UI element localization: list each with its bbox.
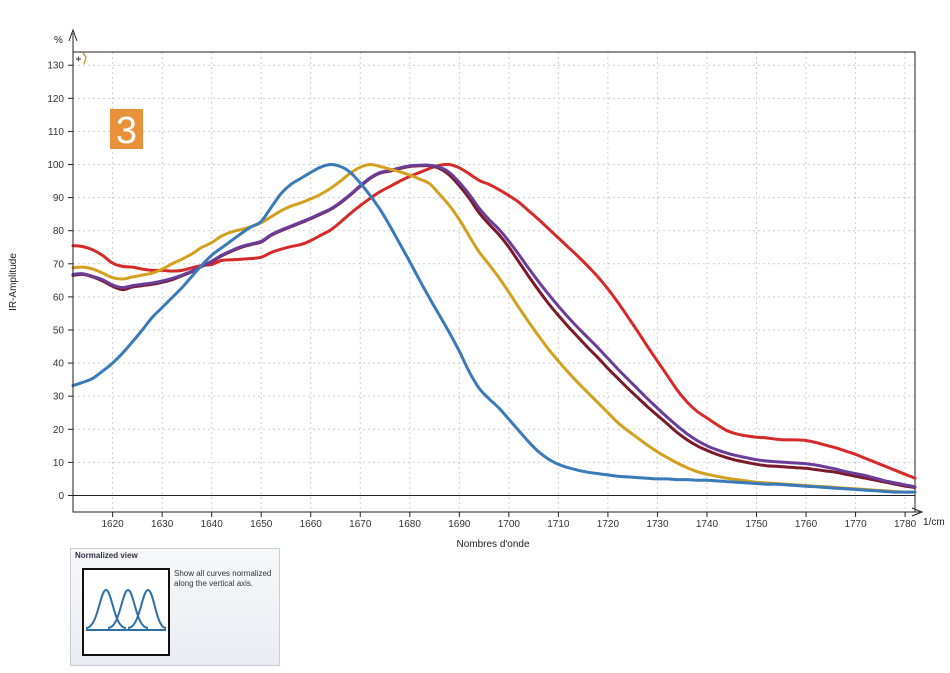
x-tick-label: 1650 xyxy=(250,519,273,530)
grid xyxy=(73,52,915,512)
series-line-5 xyxy=(71,162,917,494)
x-axis-arrow xyxy=(911,507,924,517)
y-tick-label: 110 xyxy=(48,127,64,138)
x-tick-label: 1640 xyxy=(201,519,224,530)
y-tick-label: 0 xyxy=(58,491,64,502)
y-tick-label: 20 xyxy=(53,425,65,436)
annotation-badge xyxy=(110,109,143,149)
normalized-view-thumbnail[interactable] xyxy=(82,568,170,656)
y-tick-label: 130 xyxy=(47,61,64,72)
y-tick-label: 30 xyxy=(53,392,65,403)
x-axis-title: Nombres d'onde xyxy=(456,539,530,550)
normalized-curves-icon xyxy=(85,588,167,631)
x-tick-label: 1750 xyxy=(745,519,768,530)
y-tick-label: 10 xyxy=(53,458,65,469)
y-axis-title: IR-Amplitude xyxy=(8,253,19,311)
series-line-4 xyxy=(71,163,917,494)
y-tick-label: 120 xyxy=(47,94,64,105)
y-tick-label: 100 xyxy=(47,160,64,171)
series-line-1 xyxy=(71,162,917,480)
series-line-3 xyxy=(71,163,917,489)
x-tick-label: 1720 xyxy=(597,519,620,530)
cursor-tool-icon[interactable] xyxy=(74,51,90,67)
panel-description: Show all curves normalized along the ver… xyxy=(174,569,279,589)
x-tick-label: 1660 xyxy=(300,519,323,530)
x-tick-label: 1740 xyxy=(696,519,719,530)
x-tick-label: 1710 xyxy=(547,519,570,530)
x-tick-label: 1730 xyxy=(646,519,669,530)
x-tick-label: 1700 xyxy=(498,519,521,530)
y-tick-label: 90 xyxy=(53,193,65,204)
y-axis-arrow xyxy=(68,28,78,42)
series-group xyxy=(71,162,917,494)
x-unit-label: 1/cm xyxy=(923,517,945,528)
y-tick-label: 60 xyxy=(53,292,65,303)
y-tick-label: 50 xyxy=(53,325,65,336)
panel-description-line: Show all curves normalized xyxy=(174,569,272,578)
y-tick-label: 40 xyxy=(53,359,65,370)
x-tick-label: 1690 xyxy=(448,519,471,530)
x-tick-label: 1670 xyxy=(349,519,372,530)
x-tick-label: 1760 xyxy=(795,519,818,530)
x-tick-label: 1680 xyxy=(399,519,422,530)
y-unit-label: % xyxy=(54,35,63,46)
x-tick-label: 1780 xyxy=(894,519,917,530)
x-tick-label: 1770 xyxy=(844,519,867,530)
normalized-view-panel[interactable]: Normalized view Show all curves normaliz… xyxy=(70,548,280,666)
panel-description-line: along the vertical axis. xyxy=(174,579,254,588)
x-tick-label: 1630 xyxy=(151,519,174,530)
y-axis-ticks: 0 10 20 30 40 50 60 70 80 90 100 110 120 130 xyxy=(47,61,73,502)
panel-title: Normalized view xyxy=(75,551,138,560)
x-tick-label: 1620 xyxy=(101,519,124,530)
x-axis-ticks: 1620 1630 1640 1650 1660 1670 1680 1690 1700 1710… xyxy=(101,512,917,530)
annotation-number: 3 xyxy=(116,110,137,152)
y-tick-label: 80 xyxy=(53,226,65,237)
y-tick-label: 70 xyxy=(53,259,65,270)
plot-frame xyxy=(72,51,916,513)
